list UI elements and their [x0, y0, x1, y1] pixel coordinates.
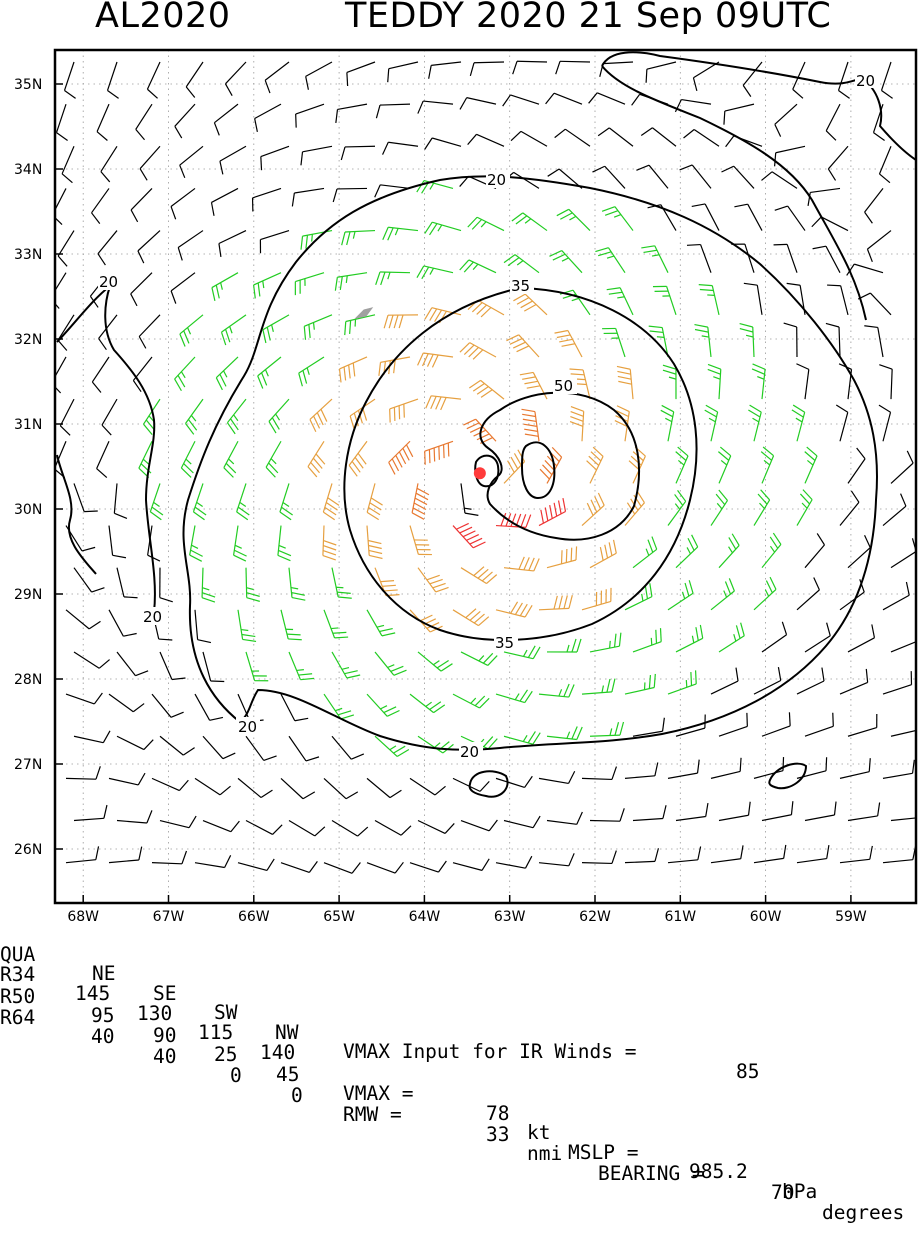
lon-label: 64W: [409, 909, 441, 925]
lon-label: 66W: [238, 909, 270, 925]
r34-ne: 145: [75, 984, 110, 1004]
lon-label: 59W: [835, 909, 867, 925]
longitude-labels: 68W 67W 66W 65W 64W 63W 62W 61W 60W 59W: [67, 909, 867, 925]
lat-label: 35N: [14, 77, 42, 93]
lat-label: 32N: [14, 332, 42, 348]
lat-label: 28N: [14, 672, 42, 688]
lon-label: 65W: [323, 909, 355, 925]
r64-se: 40: [153, 1047, 176, 1067]
r34-se: 130: [137, 1004, 172, 1024]
contour-label: 35: [511, 277, 530, 295]
r50-ne: 95: [91, 1006, 114, 1026]
wind-analysis-map: 20 20 20 20 20 35 35 50 20 26N 27N 28N 2…: [0, 0, 919, 925]
bearing-label: BEARING =: [598, 1164, 704, 1184]
lat-label: 31N: [14, 417, 42, 433]
rmw-value: 33: [486, 1125, 509, 1145]
bearing-unit: degrees: [822, 1203, 904, 1223]
sw-header: SW: [214, 1003, 237, 1023]
contour-label: 50: [554, 377, 573, 395]
lat-label: 34N: [14, 162, 42, 178]
contour-label: 20: [856, 72, 875, 90]
r50-nw: 45: [276, 1065, 299, 1085]
contour-label: 20: [460, 743, 479, 761]
vmax-unit: kt: [527, 1123, 550, 1143]
r34-nw: 140: [260, 1043, 295, 1063]
r64-sw: 0: [230, 1066, 242, 1086]
r34-row: R34 145 130 115 140: [0, 945, 47, 965]
r64-label: R64: [0, 1008, 35, 1028]
contour-label: 20: [238, 718, 257, 736]
lat-label: 33N: [14, 247, 42, 263]
r64-ne: 40: [91, 1027, 114, 1047]
vmax-input-value: 85: [736, 1062, 759, 1082]
rmw-unit: nmi: [527, 1144, 562, 1164]
latitude-labels: 26N 27N 28N 29N 30N 31N 32N 33N 34N 35N: [14, 77, 42, 858]
lat-label: 30N: [14, 502, 42, 518]
lon-label: 61W: [664, 909, 696, 925]
lon-label: 63W: [494, 909, 526, 925]
contour-label: 20: [99, 273, 118, 291]
lat-label: 27N: [14, 757, 42, 773]
contour-label: 20: [143, 608, 162, 626]
mslp-label: MSLP =: [568, 1143, 638, 1163]
bearing-value: 70: [771, 1183, 794, 1203]
contour-label: 35: [495, 634, 514, 652]
r64-nw: 0: [291, 1086, 303, 1106]
r50-sw: 25: [214, 1045, 237, 1065]
nw-header: NW: [275, 1023, 298, 1043]
contour-label: 20: [487, 171, 506, 189]
lon-label: 67W: [153, 909, 185, 925]
r50-row: R50 95 90 25 45 VMAX = 78 kt MSLP = 985.…: [0, 967, 47, 987]
storm-center-marker: [474, 467, 486, 479]
lon-label: 60W: [750, 909, 782, 925]
lon-label: 62W: [579, 909, 611, 925]
r50-se: 90: [153, 1026, 176, 1046]
r34-sw: 115: [198, 1023, 233, 1043]
lon-label: 68W: [67, 909, 99, 925]
r64-row: R64 40 40 0 0 RMW = 33 nmi BEARING = 70 …: [0, 988, 47, 1008]
rmw-label: RMW =: [343, 1105, 402, 1125]
se-header: SE: [153, 984, 176, 1004]
lat-label: 26N: [14, 842, 42, 858]
table-header-row: QUA NE SE SW NW VMAX Input for IR Winds …: [0, 925, 47, 945]
vmax-value: 78: [486, 1104, 509, 1124]
wind-radii-table: QUA NE SE SW NW VMAX Input for IR Winds …: [0, 925, 919, 1014]
vmax-input-label: VMAX Input for IR Winds =: [343, 1042, 637, 1062]
vmax-label: VMAX =: [343, 1084, 413, 1104]
ne-header: NE: [92, 964, 115, 984]
lat-label: 29N: [14, 587, 42, 603]
